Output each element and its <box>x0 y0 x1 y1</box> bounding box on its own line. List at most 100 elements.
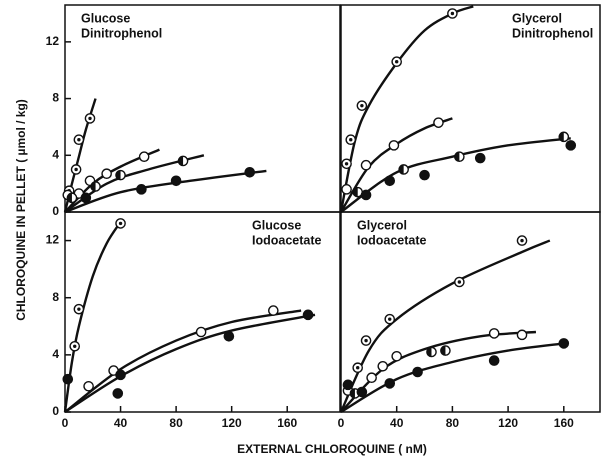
y-tick-label: 0 <box>52 404 59 418</box>
marker-shape <box>138 151 150 163</box>
marker-shape <box>360 159 372 171</box>
marker-filled <box>80 192 92 204</box>
marker-open <box>377 360 389 372</box>
panel-frame <box>64 211 341 413</box>
marker-open <box>138 151 150 163</box>
x-tick-label: 40 <box>390 416 404 430</box>
marker-dotted <box>391 56 402 68</box>
marker-shape <box>419 169 430 181</box>
marker-dotted <box>341 158 352 170</box>
marker-dot <box>118 221 123 226</box>
marker-shape <box>112 388 124 399</box>
marker-filled <box>223 330 235 342</box>
marker-open <box>101 168 112 180</box>
marker-half <box>350 388 355 399</box>
marker-open <box>195 326 207 338</box>
marker-filled <box>170 175 182 187</box>
marker-shape <box>356 386 368 398</box>
marker-dot <box>457 280 462 284</box>
x-tick-label: 160 <box>277 416 297 430</box>
marker-dotted <box>384 313 396 325</box>
marker-dot <box>73 344 77 348</box>
marker-filled <box>302 309 314 321</box>
marker-dotted <box>447 8 458 19</box>
fit-curve <box>64 309 302 413</box>
marker-open <box>360 159 372 171</box>
fit-curve <box>340 330 537 413</box>
marker-shape <box>62 373 74 385</box>
marker-dotted <box>73 134 85 145</box>
marker-filled <box>384 175 396 187</box>
marker-shape <box>433 117 444 128</box>
marker-dot <box>450 11 455 16</box>
y-tick-label: 8 <box>52 290 59 304</box>
marker-dotted <box>345 134 357 145</box>
marker-half <box>559 132 564 142</box>
fit-curve <box>340 137 571 213</box>
marker-filled <box>342 379 354 391</box>
panel-title: Glycerol <box>357 218 407 232</box>
marker-open <box>268 305 279 316</box>
marker-dot <box>344 162 349 166</box>
marker-filled <box>419 169 430 181</box>
marker-shape <box>360 189 372 201</box>
marker-filled <box>474 152 486 164</box>
marker-shape <box>244 167 256 178</box>
marker-dot <box>356 366 360 370</box>
marker-shape <box>488 355 500 366</box>
marker-shape <box>516 329 528 341</box>
panel-title: Dinitrophenol <box>81 26 162 40</box>
marker-open <box>83 380 94 392</box>
x-tick-label: 80 <box>169 416 183 430</box>
marker-open <box>516 329 528 341</box>
marker-dotted <box>454 276 465 288</box>
y-axis-label: CHLOROQUINE IN PELLET ( µmol / kg) <box>14 99 28 321</box>
marker-half <box>426 346 437 358</box>
y-tick-label: 8 <box>52 91 59 105</box>
marker-shape <box>558 338 570 349</box>
marker-open <box>341 184 352 195</box>
fit-curve <box>340 342 564 414</box>
marker-dotted <box>352 362 364 374</box>
marker-open <box>391 350 402 362</box>
marker-shape <box>223 330 235 342</box>
marker-shape <box>83 380 94 392</box>
marker-filled <box>112 388 124 399</box>
marker-shape <box>115 369 126 381</box>
marker-dot <box>388 317 392 321</box>
marker-half <box>454 151 465 163</box>
marker-filled <box>62 373 74 385</box>
marker-shape <box>268 305 279 316</box>
marker-shape <box>302 309 314 321</box>
marker-shape <box>474 152 486 164</box>
marker-dot <box>520 238 524 243</box>
marker-shape <box>101 168 112 180</box>
marker-half <box>426 347 432 357</box>
fit-curve <box>64 313 316 414</box>
marker-shape <box>342 379 354 391</box>
marker-half <box>115 170 121 180</box>
y-tick-label: 0 <box>52 204 59 218</box>
marker-shape <box>488 328 500 339</box>
marker-shape <box>136 184 147 195</box>
marker-half <box>115 169 126 181</box>
marker-shape <box>388 140 400 151</box>
marker-dotted <box>356 100 368 111</box>
marker-shape <box>195 326 207 338</box>
marker-filled <box>136 184 147 195</box>
marker-half <box>558 131 570 143</box>
marker-filled <box>565 140 577 151</box>
y-tick-label: 12 <box>46 34 60 48</box>
marker-dot <box>364 338 368 343</box>
marker-shape <box>391 350 402 362</box>
marker-half <box>353 187 358 197</box>
x-tick-label: 0 <box>338 416 345 430</box>
marker-shape <box>412 366 423 378</box>
marker-dotted <box>360 335 372 346</box>
marker-dot <box>77 137 81 142</box>
panel-frame <box>340 211 601 413</box>
